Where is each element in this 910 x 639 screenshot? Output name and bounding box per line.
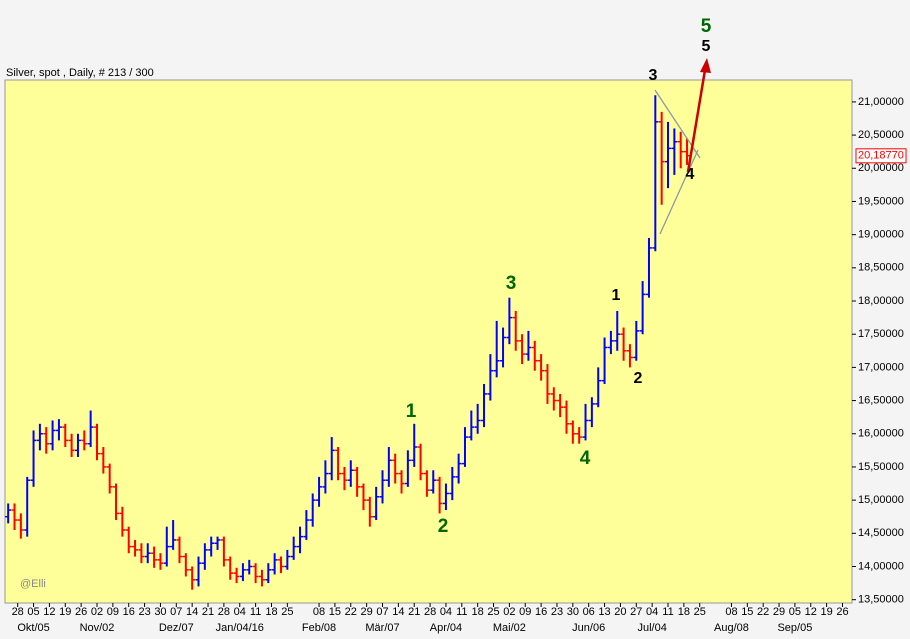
month-label: Feb/08 [302,622,336,634]
y-tick-label: 19,00000 [858,229,904,241]
x-tick-label: 04 [440,606,452,618]
x-tick-label: 04 [646,606,658,618]
y-tick-label: 17,50000 [858,328,904,340]
month-label: Jan/04/16 [216,622,264,634]
y-tick-label: 15,00000 [858,494,904,506]
y-tick-label: 17,00000 [858,361,904,373]
arrow-shaft [686,69,707,173]
month-label: Jun/06 [572,622,605,634]
x-tick-label: 29 [361,606,373,618]
wave-label: 2 [438,516,449,537]
x-tick-label: 23 [551,606,563,618]
x-tick-label: 08 [725,606,737,618]
x-tick-label: 25 [694,606,706,618]
x-tick-label: 06 [583,606,595,618]
x-tick-label: 19 [820,606,832,618]
x-tick-label: 09 [519,606,531,618]
x-tick-label: 21 [202,606,214,618]
x-tick-label: 23 [138,606,150,618]
y-tick-label: 18,00000 [858,295,904,307]
chart-title: Silver, spot , Daily, # 213 / 300 [6,67,154,79]
x-tick-label: 05 [789,606,801,618]
wave-label: 1 [612,287,621,304]
last-price-label: 20,18770 [858,150,904,162]
x-tick-label: 07 [376,606,388,618]
month-label: Sep/05 [777,622,812,634]
x-tick-label: 21 [408,606,420,618]
y-tick-label: 15,50000 [858,461,904,473]
wave-label: 4 [580,448,591,469]
x-tick-label: 15 [741,606,753,618]
y-tick-label: 16,00000 [858,428,904,440]
x-tick-label: 18 [678,606,690,618]
trend-line [659,149,699,235]
y-tick-label: 16,50000 [858,394,904,406]
x-tick-label: 28 [424,606,436,618]
x-tick-label: 28 [12,606,24,618]
wave-label: 3 [649,67,658,84]
x-tick-label: 14 [392,606,404,618]
x-tick-label: 07 [170,606,182,618]
y-tick-label: 14,50000 [858,527,904,539]
x-tick-label: 28 [218,606,230,618]
x-tick-label: 26 [75,606,87,618]
last-price-box [855,148,907,164]
x-tick-label: 12 [43,606,55,618]
x-tick-label: 12 [805,606,817,618]
x-tick-label: 16 [123,606,135,618]
month-label: Jul/04 [637,622,666,634]
x-tick-label: 16 [535,606,547,618]
x-tick-label: 18 [265,606,277,618]
wave-label: 4 [686,166,695,183]
x-tick-label: 18 [472,606,484,618]
x-tick-label: 29 [773,606,785,618]
y-tick-label: 20,00000 [858,162,904,174]
month-label: Dez/07 [159,622,194,634]
x-tick-label: 25 [281,606,293,618]
x-tick-label: 27 [630,606,642,618]
x-tick-label: 25 [487,606,499,618]
watermark: @Elli [20,578,46,590]
x-tick-label: 11 [662,606,673,618]
x-tick-label: 15 [329,606,341,618]
x-tick-label: 20 [614,606,626,618]
month-label: Apr/04 [430,622,462,634]
x-tick-label: 04 [234,606,246,618]
x-tick-label: 30 [154,606,166,618]
x-tick-label: 08 [313,606,325,618]
month-label: Nov/02 [80,622,115,634]
wave-label: 2 [634,370,643,387]
x-tick-label: 02 [503,606,515,618]
x-tick-label: 11 [250,606,261,618]
y-tick-label: 19,50000 [858,195,904,207]
y-tick-label: 20,50000 [858,129,904,141]
y-tick-label: 13,50000 [858,594,904,606]
x-tick-label: 02 [91,606,103,618]
x-tick-label: 30 [567,606,579,618]
wave-label: 5 [702,38,711,55]
x-tick-label: 13 [598,606,610,618]
arrow-head [700,58,711,73]
month-label: Okt/05 [17,622,49,634]
x-tick-label: 11 [456,606,467,618]
month-label: Aug/08 [714,622,749,634]
month-label: Mär/07 [365,622,399,634]
x-tick-label: 14 [186,606,198,618]
plot-area [4,79,853,604]
y-tick-label: 21,00000 [858,96,904,108]
x-tick-label: 19 [59,606,71,618]
y-tick-label: 18,50000 [858,262,904,274]
y-tick-label: 14,00000 [858,560,904,572]
x-tick-label: 05 [27,606,39,618]
wave-label: 1 [406,401,417,422]
x-tick-label: 22 [757,606,769,618]
x-tick-label: 22 [345,606,357,618]
x-tick-label: 09 [107,606,119,618]
month-label: Mai/02 [493,622,526,634]
wave-label: 3 [506,273,517,294]
wave-label: 5 [701,16,712,37]
x-tick-label: 26 [836,606,848,618]
